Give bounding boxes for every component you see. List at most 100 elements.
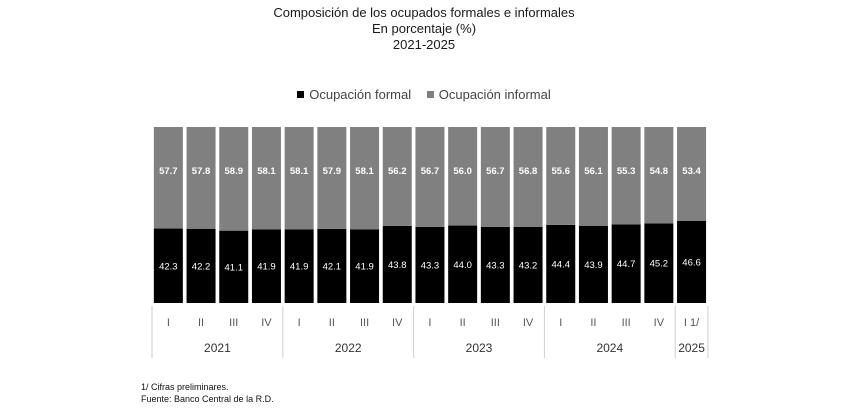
year-label-4: 2025: [678, 341, 705, 355]
bar-formal-6: [350, 229, 380, 303]
source-note: Fuente: Banco Central de la R.D.: [141, 394, 274, 404]
bar-informal-2: [219, 127, 249, 231]
legend-item-formal: Ocupación formal: [297, 87, 411, 102]
data-label-informal-0: 57.7: [159, 166, 178, 177]
data-label-informal-2: 58.9: [225, 166, 244, 177]
data-label-informal-8: 56.7: [421, 166, 440, 177]
bar-informal-9: [448, 127, 478, 226]
data-label-formal-11: 43.2: [519, 260, 538, 271]
x-tick-label-8: I: [428, 317, 431, 329]
x-tick-label-3: IV: [261, 317, 272, 329]
data-label-formal-10: 43.3: [486, 260, 505, 271]
bar-formal-14: [611, 224, 641, 303]
chart-title: Composición de los ocupados formales e i…: [273, 5, 575, 20]
data-label-informal-13: 56.1: [584, 166, 603, 177]
bar-informal-3: [251, 127, 281, 230]
legend-item-informal: Ocupación informal: [426, 87, 551, 102]
data-label-formal-8: 43.3: [421, 260, 440, 271]
bar-formal-3: [251, 229, 281, 303]
year-label-3: 2024: [596, 341, 623, 355]
bar-formal-1: [186, 228, 216, 303]
bar-formal-12: [546, 224, 576, 303]
bar-formal-10: [480, 226, 510, 303]
data-label-informal-5: 57.9: [323, 166, 342, 177]
legend-swatch-formal: [297, 91, 305, 98]
x-tick-label-1: II: [198, 317, 204, 329]
x-tick-label-4: I: [298, 317, 301, 329]
chart-legend: Ocupación formal Ocupación informal: [0, 86, 848, 102]
year-label-2: 2023: [466, 341, 493, 355]
data-label-informal-11: 56.8: [519, 166, 538, 177]
data-label-formal-15: 45.2: [650, 259, 669, 270]
bar-informal-1: [186, 127, 216, 229]
bar-formal-15: [644, 223, 674, 303]
x-tick-label-13: II: [590, 317, 596, 329]
bar-formal-7: [382, 225, 412, 303]
bar-informal-11: [513, 127, 543, 227]
data-label-formal-12: 44.4: [552, 259, 571, 270]
data-label-formal-13: 43.9: [584, 260, 603, 271]
bar-formal-5: [317, 228, 347, 303]
bar-formal-11: [513, 226, 543, 303]
bar-informal-13: [578, 127, 608, 226]
x-tick-label-12: I: [559, 317, 562, 329]
bar-informal-4: [284, 127, 314, 230]
data-label-formal-9: 44.0: [453, 260, 472, 271]
data-label-formal-7: 43.8: [388, 260, 407, 271]
x-tick-label-0: I: [167, 317, 170, 329]
bar-informal-8: [415, 127, 445, 227]
data-label-formal-14: 44.7: [617, 259, 636, 270]
x-tick-label-9: II: [460, 317, 466, 329]
data-label-formal-1: 42.2: [192, 261, 211, 272]
data-label-formal-0: 42.3: [159, 261, 178, 272]
x-tick-label-5: II: [329, 317, 335, 329]
legend-label-formal: Ocupación formal: [309, 87, 412, 102]
x-tick-label-16: I 1/: [684, 317, 700, 329]
x-tick-label-10: III: [491, 317, 500, 329]
bar-formal-2: [219, 230, 249, 303]
chart-notes: 1/ Cifras preliminares. Fuente: Banco Ce…: [141, 381, 274, 405]
data-label-formal-2: 41.1: [225, 262, 244, 273]
chart-titles: Composición de los ocupados formales e i…: [0, 5, 848, 53]
footnote: 1/ Cifras preliminares.: [141, 382, 229, 392]
legend-swatch-informal: [426, 91, 434, 98]
bar-informal-6: [350, 127, 380, 230]
bar-informal-5: [317, 127, 347, 229]
data-label-informal-1: 57.8: [192, 166, 211, 177]
data-label-formal-6: 41.9: [355, 262, 374, 273]
bar-informal-10: [480, 127, 510, 227]
data-label-informal-9: 56.0: [453, 166, 472, 177]
x-tick-label-15: IV: [654, 317, 665, 329]
data-label-informal-16: 53.4: [682, 166, 701, 177]
bar-informal-0: [153, 127, 183, 229]
data-label-formal-3: 41.9: [257, 262, 276, 273]
bar-formal-0: [153, 228, 183, 303]
x-tick-label-6: III: [360, 317, 369, 329]
data-label-formal-4: 41.9: [290, 262, 309, 273]
data-label-informal-12: 55.6: [552, 166, 571, 177]
chart-period: 2021-2025: [392, 37, 456, 52]
x-tick-label-11: IV: [523, 317, 534, 329]
legend-label-informal: Ocupación informal: [438, 87, 551, 102]
bar-informal-12: [546, 127, 576, 225]
data-label-informal-3: 58.1: [257, 166, 276, 177]
bar-formal-13: [578, 225, 608, 303]
x-tick-label-7: IV: [392, 317, 403, 329]
data-label-informal-14: 55.3: [617, 166, 636, 177]
year-label-0: 2021: [204, 341, 231, 355]
bar-informal-7: [382, 127, 412, 226]
bar-formal-16: [677, 220, 707, 303]
data-label-informal-4: 58.1: [290, 166, 309, 177]
data-label-formal-16: 46.6: [682, 257, 701, 268]
bar-formal-4: [284, 229, 314, 303]
data-label-informal-7: 56.2: [388, 166, 407, 177]
data-label-informal-15: 54.8: [650, 166, 669, 177]
x-tick-label-14: III: [622, 317, 631, 329]
bar-formal-9: [448, 225, 478, 303]
chart-subtitle: En porcentaje (%): [371, 21, 477, 36]
bar-formal-8: [415, 226, 445, 303]
bar-informal-14: [611, 127, 641, 225]
x-tick-label-2: III: [229, 317, 238, 329]
data-label-informal-10: 56.7: [486, 166, 505, 177]
